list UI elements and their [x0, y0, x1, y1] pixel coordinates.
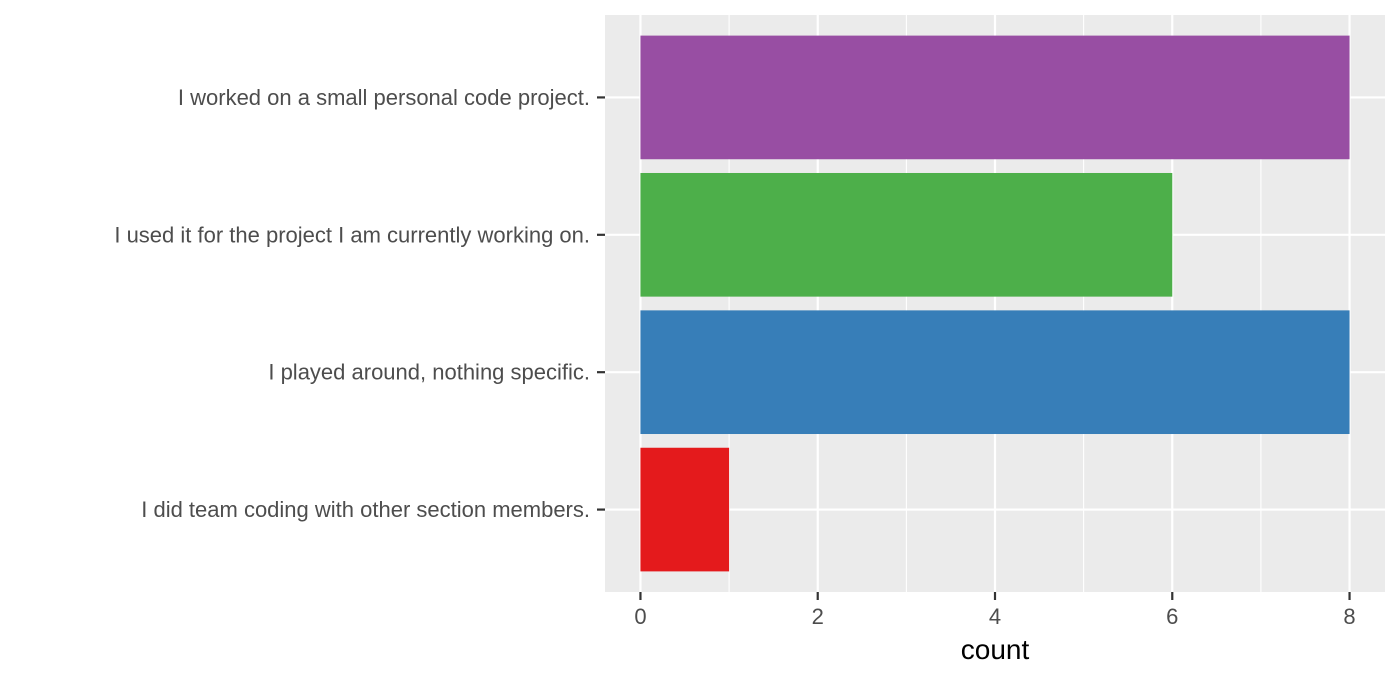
bar-4 [640, 35, 1350, 160]
bar-2 [640, 310, 1350, 435]
y-tick-label: I played around, nothing specific. [268, 360, 590, 385]
y-tick-label: I did team coding with other section mem… [141, 497, 590, 522]
bar-3 [640, 172, 1173, 297]
y-tick-label: I used it for the project I am currently… [114, 222, 590, 247]
y-axis: I did team coding with other section mem… [114, 85, 605, 522]
x-tick-label: 4 [989, 604, 1001, 629]
x-tick-label: 8 [1343, 604, 1355, 629]
x-tick-label: 2 [812, 604, 824, 629]
x-axis-title: count [961, 634, 1030, 665]
bars [640, 35, 1350, 572]
bar-1 [640, 447, 730, 572]
y-tick-label: I worked on a small personal code projec… [178, 85, 590, 110]
x-axis: 0 2 4 6 8 [634, 592, 1356, 629]
x-tick-label: 0 [634, 604, 646, 629]
x-tick-label: 6 [1166, 604, 1178, 629]
